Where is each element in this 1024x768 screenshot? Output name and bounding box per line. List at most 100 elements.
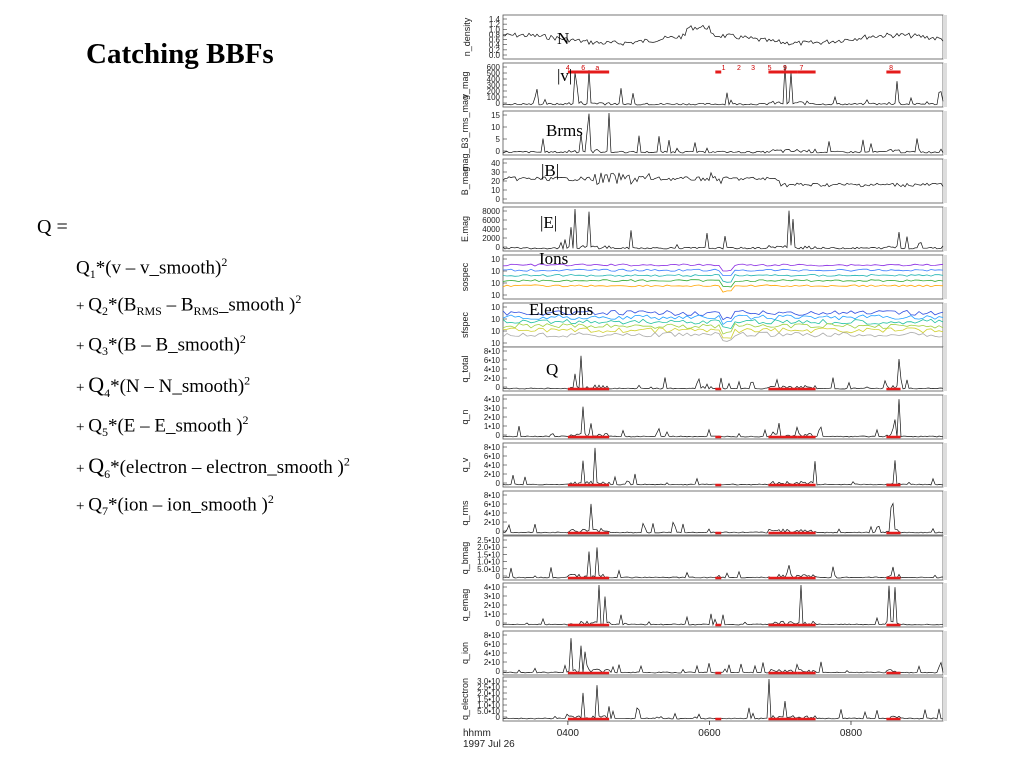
panel-tick-label: 10 — [491, 123, 500, 132]
formula-q3: + Q3*(B – B_smooth)2 — [76, 332, 246, 359]
formula-body: – B — [161, 294, 194, 316]
panel-tick-label: 0 — [496, 527, 501, 536]
panel-edge — [943, 677, 947, 721]
panel-tick-label: 2.0•10 — [477, 543, 500, 552]
panel-tick-label: 8•10 — [484, 347, 501, 356]
panel-overlay-label: Brms — [546, 121, 583, 140]
panel-ylabel: v_mag — [460, 71, 470, 98]
panel-tick-label: 1.4 — [489, 15, 501, 24]
panel-edge — [943, 159, 947, 203]
panel-trace — [502, 24, 944, 46]
q-equals-label: Q = — [37, 216, 68, 238]
event-number: 4 — [566, 65, 570, 72]
panel-tick-label: 1.2 — [489, 20, 501, 29]
formula-body: *(E – E_smooth ) — [107, 415, 243, 437]
panel-frame — [502, 346, 944, 392]
panel-tick-label: 1.0•10 — [477, 701, 500, 710]
formula-body: *(B – B_smooth) — [107, 334, 240, 356]
panel-tick-label: 2•10 — [484, 374, 501, 383]
panel-frame — [502, 630, 944, 676]
panel-tick-label: 0 — [496, 713, 501, 722]
panel-tick-label: 8•10 — [484, 443, 501, 452]
panel-tick-label: 2•10 — [484, 470, 501, 479]
panel-tick-label: 0.0 — [489, 51, 501, 60]
panel-tick-label: 600 — [487, 63, 501, 72]
panel-tick-label: 0.6 — [489, 36, 501, 45]
panel-trace — [502, 355, 944, 390]
panel-tick-label: 200 — [487, 87, 501, 96]
formula-exponent: 2 — [343, 454, 350, 469]
panel-tick-label: 2.5•10 — [477, 683, 500, 692]
formula-q1: Q1*(v – v_smooth)2 — [76, 255, 227, 282]
formula-q-index: 1 — [89, 267, 96, 282]
event-number: a — [595, 65, 599, 72]
panel-tick-label: 1.5•10 — [477, 695, 500, 704]
formula-q2: + Q2*(BRMS – BRMS_smooth )2 — [76, 292, 301, 319]
formula-q7: + Q7*(ion – ion_smooth )2 — [76, 492, 274, 519]
panel-frame — [502, 394, 944, 440]
panel-edge — [943, 111, 947, 155]
formula-q-index: 7 — [101, 504, 108, 519]
formula-plus: + — [76, 498, 89, 515]
panel-edge — [943, 491, 947, 535]
panel-trace — [502, 678, 944, 721]
panel-ylabel: E.mag — [460, 216, 470, 242]
panel-overlay-label: Ions — [539, 249, 568, 268]
formula-q: Q — [88, 415, 102, 437]
panel-tick-label: 15 — [491, 111, 500, 120]
panel-ylabel: q_emag — [460, 589, 470, 622]
event-number: 2 — [737, 65, 741, 72]
panel-tick-label: 3•10 — [484, 592, 501, 601]
spectrum-line — [502, 323, 944, 335]
panel-trace — [502, 112, 944, 154]
panel-tick-label: 4•10 — [484, 583, 501, 592]
spectrum-line — [502, 310, 944, 321]
panel-edge — [943, 631, 947, 675]
formula-q: Q — [76, 257, 90, 279]
slide-title: Catching BBFs — [86, 38, 274, 70]
x-tick-label: 0400 — [557, 728, 580, 739]
panel-tick-label: 4•10 — [484, 395, 501, 404]
formula-exponent: 2 — [239, 332, 246, 346]
panel-ylabel: B_mag — [460, 167, 470, 196]
panel-tick-label: 30 — [491, 168, 500, 177]
panel-tick-label: 0 — [496, 667, 501, 676]
formula-sub: RMS — [136, 304, 162, 319]
formula-body: *(B — [107, 294, 137, 316]
event-number: 9 — [783, 65, 787, 72]
formula-q-index: 4 — [104, 385, 111, 400]
formula-body: *(ion – ion_smooth ) — [107, 494, 268, 516]
formula-exponent: 2 — [244, 373, 251, 388]
formula-sub: RMS — [193, 304, 219, 319]
formula-q5: + Q5*(E – E_smooth )2 — [76, 413, 249, 440]
panel-tick-label: 2•10 — [484, 413, 501, 422]
panel-ylabel: q_v — [460, 457, 470, 472]
panel-trace — [502, 399, 944, 438]
panel-tick-label: 0 — [496, 431, 501, 440]
formula-q4: + Q4*(N – N_smooth)2 — [76, 372, 250, 401]
panel-tick-label: 300 — [487, 81, 501, 90]
panel-tick-label: 0 — [496, 147, 501, 156]
x-tick-label: 0600 — [698, 728, 721, 739]
panel-ylabel: n_density — [462, 17, 472, 56]
formula-plus: + — [76, 419, 89, 436]
formula-plus: + — [76, 461, 89, 477]
panel-edge — [943, 536, 947, 580]
formula-q6: + Q6*(electron – electron_smooth )2 — [76, 453, 350, 482]
panel-trace — [502, 64, 944, 106]
panel-trace — [502, 208, 944, 251]
panel-tick-label: 0 — [496, 479, 501, 488]
event-number: 1 — [722, 65, 726, 72]
panel-tick-label: 0 — [496, 195, 501, 204]
event-number: 6 — [581, 65, 585, 72]
panel-trace — [502, 547, 944, 579]
formula-exponent: 2 — [267, 492, 274, 506]
panel-ylabel: q_ion — [460, 642, 470, 664]
panel-tick-label: 10 — [491, 267, 500, 276]
panel-tick-label: 8•10 — [484, 631, 501, 640]
panel-tick-label: 0 — [496, 243, 501, 252]
panel-tick-label: 0 — [496, 572, 501, 581]
panel-tick-label: 400 — [487, 75, 501, 84]
panel-tick-label: 3.0•10 — [477, 677, 500, 686]
